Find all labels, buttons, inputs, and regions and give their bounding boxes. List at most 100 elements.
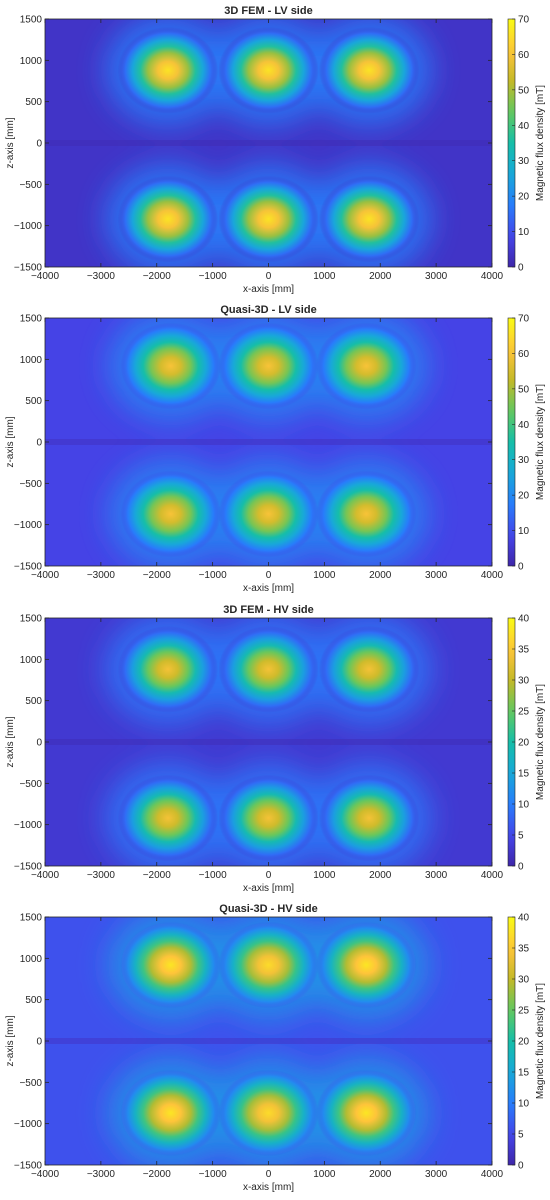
hotspot (218, 625, 319, 713)
hotspot (318, 26, 420, 114)
y-tick-label: −1000 (14, 820, 43, 831)
heatmap-field (45, 618, 492, 866)
y-tick-label: 1000 (20, 655, 43, 666)
hotspot (117, 175, 219, 263)
x-tick-label: 2000 (369, 271, 392, 282)
x-tick-label: 3000 (425, 570, 448, 581)
hotspot (120, 322, 222, 410)
y-tick-label: 500 (25, 97, 42, 108)
colorbar-tick-label: 50 (518, 384, 530, 395)
x-tick-label: −1000 (199, 271, 228, 282)
x-tick-label: −4000 (31, 870, 60, 881)
x-tick-label: −2000 (143, 870, 172, 881)
y-tick-label: −500 (19, 1078, 42, 1089)
colorbar-tick-label: 0 (518, 1161, 524, 1172)
hotspot (218, 1069, 319, 1157)
x-tick-label: 0 (266, 870, 272, 881)
x-tick-label: 1000 (313, 570, 336, 581)
y-tick-label: 1000 (20, 355, 43, 366)
hotspot (218, 921, 319, 1009)
y-tick-label: −1000 (14, 1119, 43, 1130)
x-tick-label: 4000 (481, 1169, 504, 1180)
center-seam (45, 439, 492, 445)
x-tick-label: 3000 (425, 870, 448, 881)
colorbar-tick-label: 35 (518, 645, 530, 656)
x-tick-label: 0 (266, 570, 272, 581)
hotspot (318, 625, 420, 713)
y-tick-label: −500 (19, 779, 42, 790)
chart-title: 3D FEM - HV side (223, 604, 313, 616)
y-axis-label: z-axis [mm] (5, 1015, 16, 1066)
chart-title: Quasi-3D - HV side (219, 903, 317, 915)
x-tick-label: −4000 (31, 570, 60, 581)
hotspot (120, 470, 222, 558)
hotspot (318, 175, 420, 263)
x-tick-label: −2000 (143, 570, 172, 581)
colorbar-tick-label: 30 (518, 975, 530, 986)
y-axis-label: z-axis [mm] (5, 716, 16, 767)
x-tick-label: −1000 (199, 1169, 228, 1180)
y-tick-label: 0 (36, 139, 42, 150)
hotspot (315, 322, 417, 410)
panel-3: 3D FEM - HV side−4000 −3000 −2000 −1000 0 100… (5, 604, 546, 894)
colorbar-tick-label: 20 (518, 491, 530, 502)
colorbar-tick-label: 15 (518, 1068, 530, 1079)
colorbar-tick-label: 25 (518, 1006, 530, 1017)
y-tick-label: 500 (25, 396, 42, 407)
chart-title: Quasi-3D - LV side (220, 304, 316, 316)
colorbar (507, 18, 516, 268)
colorbar-tick-label: 40 (518, 420, 530, 431)
y-tick-label: 0 (36, 738, 42, 749)
colorbar-tick-label: 20 (518, 1037, 530, 1048)
colorbar-tick-label: 25 (518, 707, 530, 718)
x-tick-label: 0 (266, 1169, 272, 1180)
x-tick-label: −3000 (87, 1169, 116, 1180)
hotspot (120, 921, 222, 1009)
x-tick-label: 1000 (313, 1169, 336, 1180)
y-tick-label: −1000 (14, 520, 43, 531)
colorbar-tick-label: 5 (518, 1130, 524, 1141)
y-tick-label: 0 (36, 1037, 42, 1048)
center-seam (45, 739, 492, 745)
x-tick-label: −4000 (31, 271, 60, 282)
x-tick-label: 1000 (313, 271, 336, 282)
colorbar-tick-label: 70 (518, 314, 530, 325)
colorbar-tick-label: 10 (518, 526, 530, 537)
hotspot (218, 470, 319, 558)
y-tick-label: 1000 (20, 954, 43, 965)
heatmap-field (45, 318, 492, 566)
y-tick-label: −1500 (14, 263, 43, 274)
y-tick-label: 0 (36, 438, 42, 449)
hotspot (218, 322, 319, 410)
y-tick-label: −1500 (14, 562, 43, 573)
hotspot (218, 774, 319, 862)
colorbar-tick-label: 30 (518, 156, 530, 167)
y-tick-label: −1500 (14, 1161, 43, 1172)
x-axis-label: x-axis [mm] (243, 883, 294, 894)
x-tick-label: 3000 (425, 1169, 448, 1180)
colorbar-tick-label: 40 (518, 121, 530, 132)
colorbar-tick-label: 10 (518, 1099, 530, 1110)
y-tick-label: 1500 (20, 15, 43, 26)
y-tick-label: −500 (19, 479, 42, 490)
x-tick-label: −3000 (87, 570, 116, 581)
x-tick-label: 0 (266, 271, 272, 282)
panel-2: Quasi-3D - LV side −4000 −3000 −2000 −1000 0 1… (5, 304, 546, 594)
colorbar-tick-label: 0 (518, 263, 524, 274)
hotspot (218, 26, 319, 114)
x-tick-label: −2000 (143, 1169, 172, 1180)
colorbar-tick-label: 40 (518, 614, 530, 625)
y-tick-label: 1500 (20, 314, 43, 325)
y-axis-label: z-axis [mm] (5, 416, 16, 467)
colorbar-tick-label: 70 (518, 15, 530, 26)
colorbar-label: Magnetic flux density [mT] (535, 384, 546, 500)
colorbar-label: Magnetic flux density [mT] (535, 983, 546, 1099)
y-tick-label: −500 (19, 180, 42, 191)
colorbar-tick-label: 20 (518, 192, 530, 203)
chart-title: 3D FEM - LV side (224, 5, 312, 17)
heatmap-field (45, 19, 492, 267)
x-tick-label: −4000 (31, 1169, 60, 1180)
x-tick-label: 2000 (369, 870, 392, 881)
x-axis-label: x-axis [mm] (243, 583, 294, 594)
panel-4: Quasi-3D - HV side −4000 −3000 −2000 −1000 0 1… (5, 903, 546, 1193)
